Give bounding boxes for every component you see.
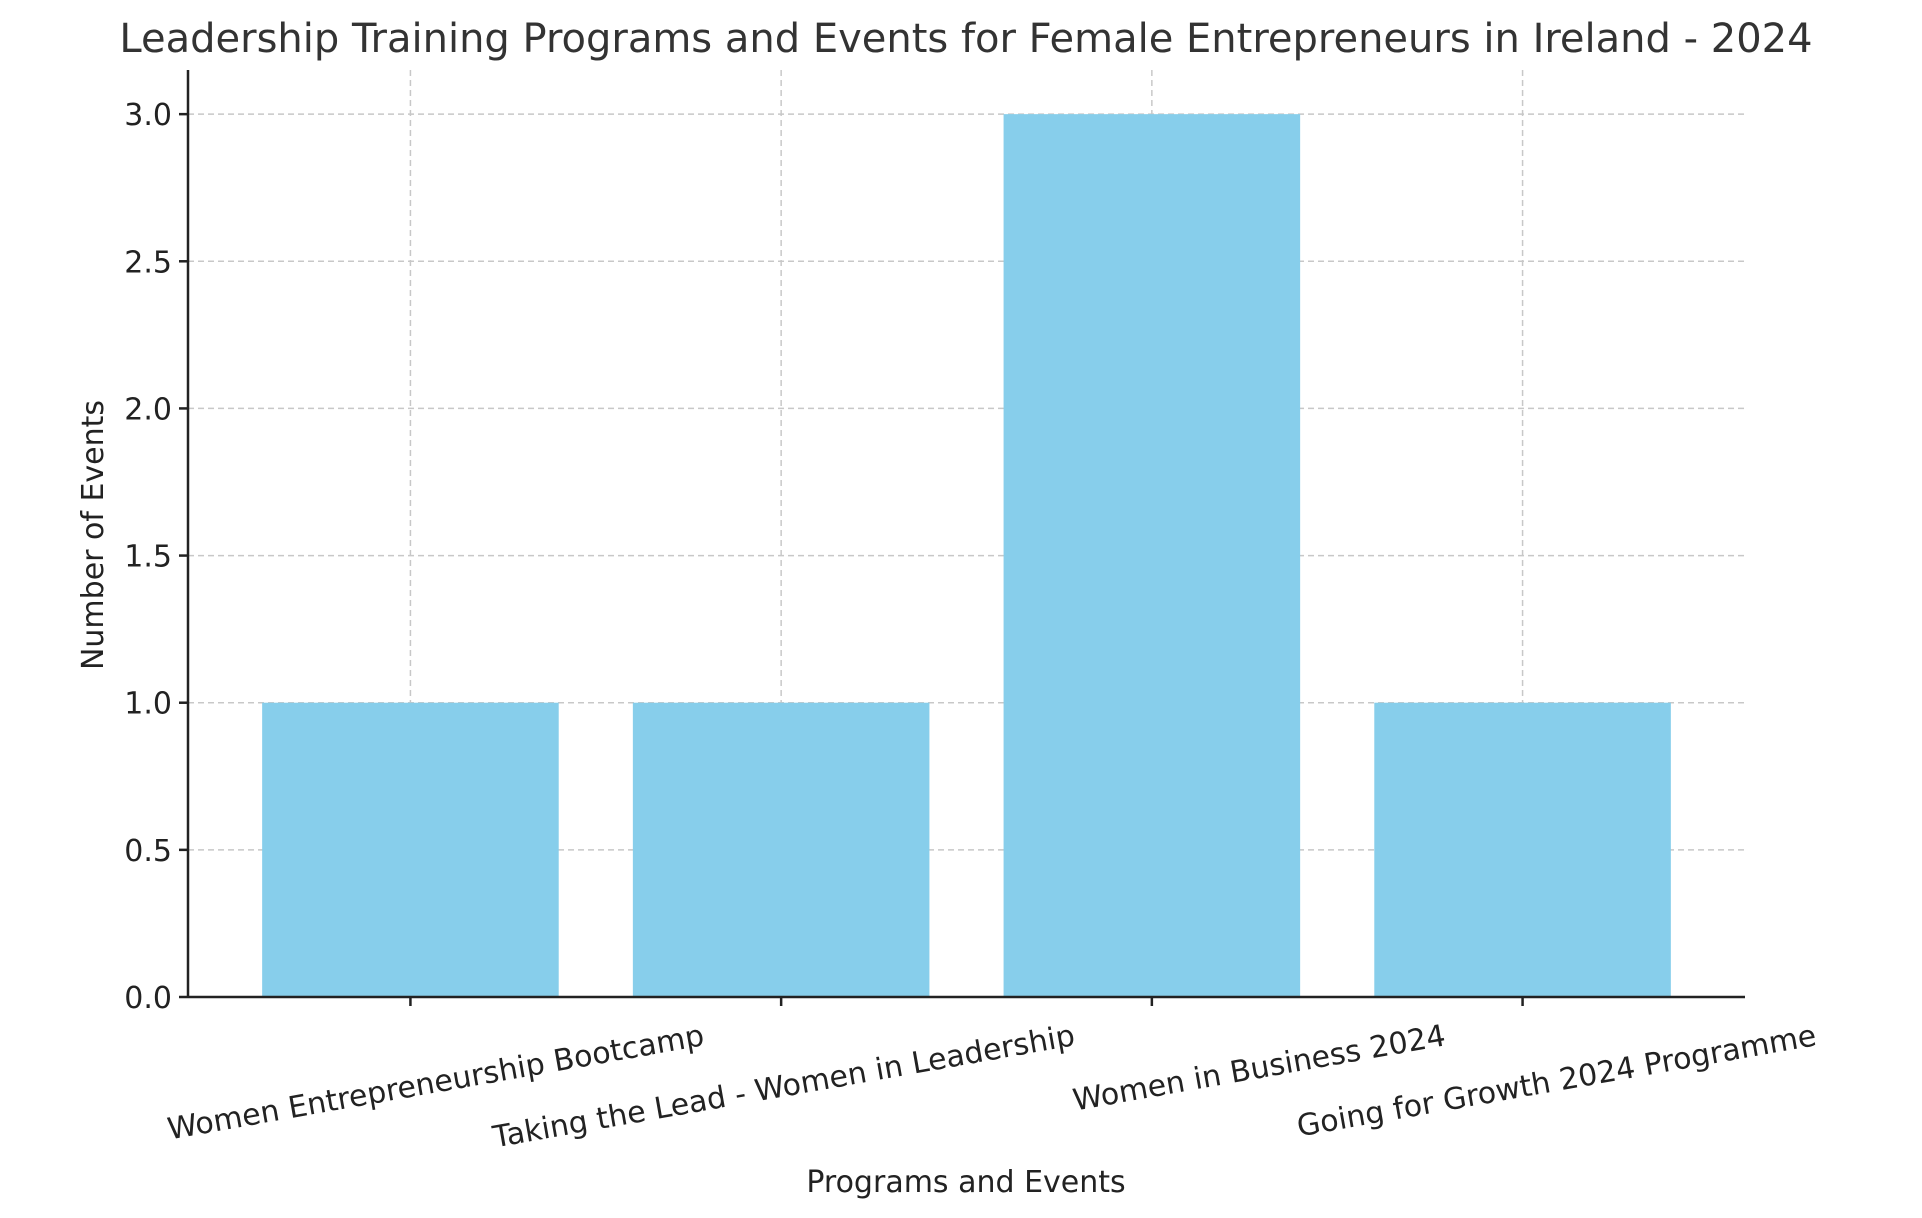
bars-layer (262, 114, 1671, 997)
y-tick-label: 2.5 (124, 245, 172, 280)
bar (262, 702, 559, 997)
bar (632, 702, 930, 997)
y-tick-label: 0.5 (124, 834, 172, 869)
y-tick-label: 1.5 (124, 540, 172, 575)
x-tick-label: Taking the Lead - Women in Leadership (489, 1018, 1077, 1155)
y-tick-label: 2.0 (124, 392, 172, 427)
bar (1003, 114, 1301, 997)
axes-layer (186, 70, 1745, 999)
bar (1374, 702, 1671, 997)
y-tick-label: 1.0 (124, 687, 172, 722)
y-tick-label: 0.0 (124, 981, 172, 1016)
chart-title: Leadership Training Programs and Events … (119, 16, 1812, 62)
x-axis-label: Programs and Events (806, 1165, 1125, 1200)
y-axis-label: Number of Events (76, 400, 111, 670)
y-tick-label: 3.0 (124, 98, 172, 133)
